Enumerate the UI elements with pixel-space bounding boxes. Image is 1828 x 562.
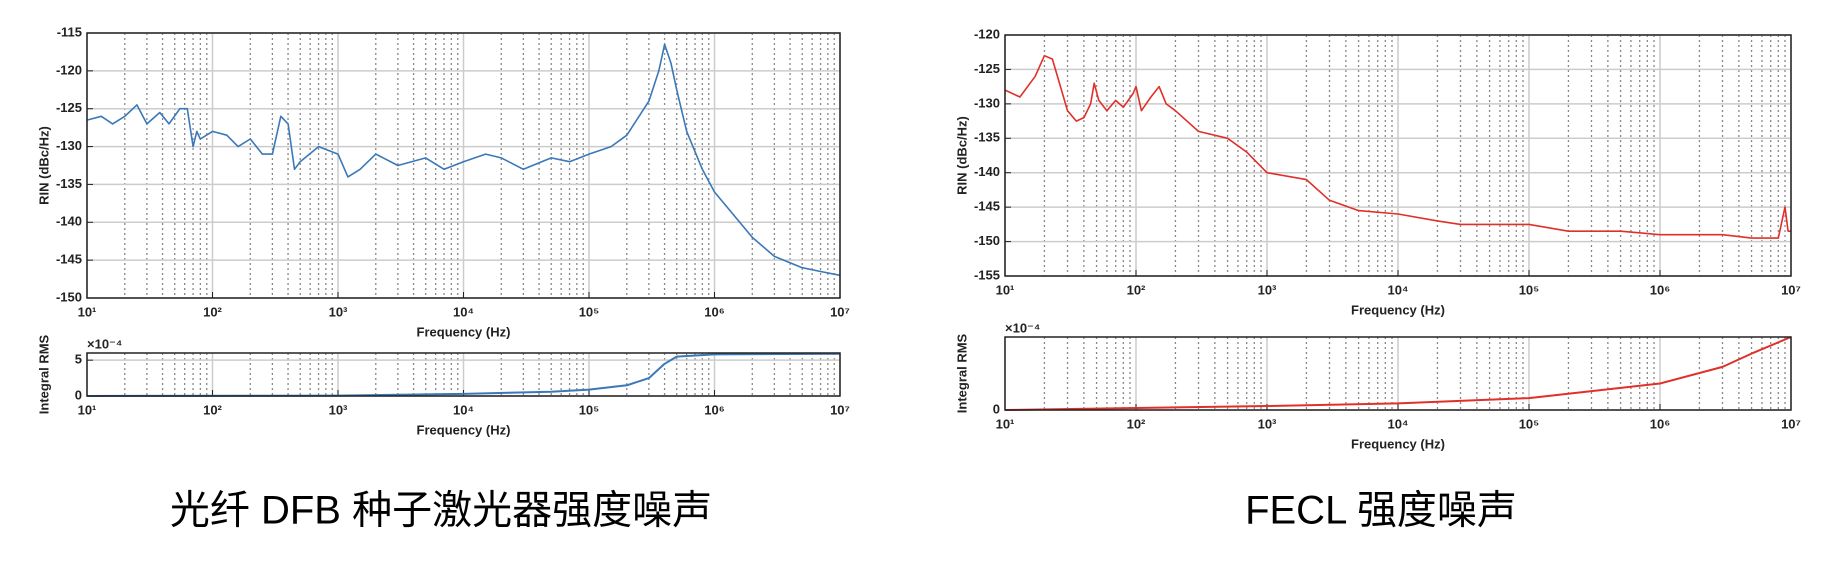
y-tick-label: -125 <box>56 100 82 115</box>
data-line <box>86 352 841 397</box>
x-tick-label: 10⁷ <box>1781 416 1801 431</box>
y-axis-label: Integral RMS <box>36 334 51 414</box>
x-tick-label: 10⁷ <box>1781 282 1801 297</box>
x-tick-label: 10⁵ <box>1519 416 1540 431</box>
y-tick-label: -120 <box>56 62 82 77</box>
x-tick-label: 10³ <box>329 402 348 417</box>
x-axis-label: Frequency (Hz) <box>1351 302 1445 317</box>
y-axis-label: RIN (dBc/Hz) <box>954 116 969 195</box>
x-tick-label: 10⁶ <box>704 304 724 319</box>
x-tick-label: 10⁴ <box>1388 282 1409 297</box>
y-multiplier: ×10⁻⁴ <box>87 336 122 351</box>
data-line <box>1004 54 1791 239</box>
x-tick-label: 10⁴ <box>1388 416 1409 431</box>
caption: FECL 强度噪声 <box>1245 489 1517 533</box>
x-tick-label: 10¹ <box>996 282 1015 297</box>
x-tick-label: 10⁶ <box>1650 416 1670 431</box>
x-tick-label: 10⁴ <box>453 402 474 417</box>
y-tick-label: -140 <box>974 164 1000 179</box>
y-tick-label: 0 <box>993 401 1000 416</box>
caption: 光纤 DFB 种子激光器强度噪声 <box>170 489 712 533</box>
x-axis-label: Frequency (Hz) <box>1351 436 1445 451</box>
plot-frame <box>1004 34 1792 277</box>
y-tick-label: -130 <box>56 138 82 153</box>
y-tick-label: -145 <box>974 199 1000 214</box>
x-tick-label: 10⁵ <box>1519 282 1540 297</box>
y-tick-label: -135 <box>56 176 82 191</box>
y-tick-label: -145 <box>56 252 82 267</box>
y-tick-label: -150 <box>974 233 1000 248</box>
y-tick-label: 0 <box>75 387 82 402</box>
y-tick-label: -120 <box>974 26 1000 41</box>
plot-frame <box>1004 336 1792 411</box>
x-tick-label: 10¹ <box>78 402 97 417</box>
x-axis-label: Frequency (Hz) <box>417 422 511 437</box>
y-tick-label: 5 <box>75 352 82 367</box>
y-tick-label: -130 <box>974 95 1000 110</box>
x-tick-label: 10³ <box>1258 282 1277 297</box>
x-tick-label: 10⁴ <box>453 304 474 319</box>
x-tick-label: 10³ <box>329 304 348 319</box>
y-tick-label: -135 <box>974 130 1000 145</box>
y-tick-label: -150 <box>56 289 82 304</box>
y-tick-label: -115 <box>57 24 82 39</box>
y-tick-label: -140 <box>56 214 82 229</box>
y-axis-label: Integral RMS <box>954 333 969 413</box>
x-tick-label: 10² <box>203 402 222 417</box>
data-line <box>1004 336 1792 411</box>
x-tick-label: 10¹ <box>996 416 1015 431</box>
y-tick-label: -155 <box>974 267 1000 282</box>
y-axis-label: RIN (dBc/Hz) <box>36 126 51 205</box>
plot-frame <box>86 32 841 299</box>
x-axis-label: Frequency (Hz) <box>417 324 511 339</box>
y-tick-label: -125 <box>974 61 1000 76</box>
x-tick-label: 10² <box>1127 282 1146 297</box>
x-tick-label: 10⁵ <box>579 402 600 417</box>
y-multiplier: ×10⁻⁴ <box>1005 320 1040 335</box>
x-tick-label: 10¹ <box>78 304 97 319</box>
plot-frame <box>86 352 841 397</box>
x-tick-label: 10⁶ <box>704 402 724 417</box>
x-tick-label: 10⁷ <box>830 402 850 417</box>
x-tick-label: 10⁷ <box>830 304 850 319</box>
x-tick-label: 10³ <box>1258 416 1277 431</box>
data-line <box>86 43 841 277</box>
x-tick-label: 10² <box>203 304 222 319</box>
x-tick-label: 10² <box>1127 416 1146 431</box>
x-tick-label: 10⁵ <box>579 304 600 319</box>
x-tick-label: 10⁶ <box>1650 282 1670 297</box>
